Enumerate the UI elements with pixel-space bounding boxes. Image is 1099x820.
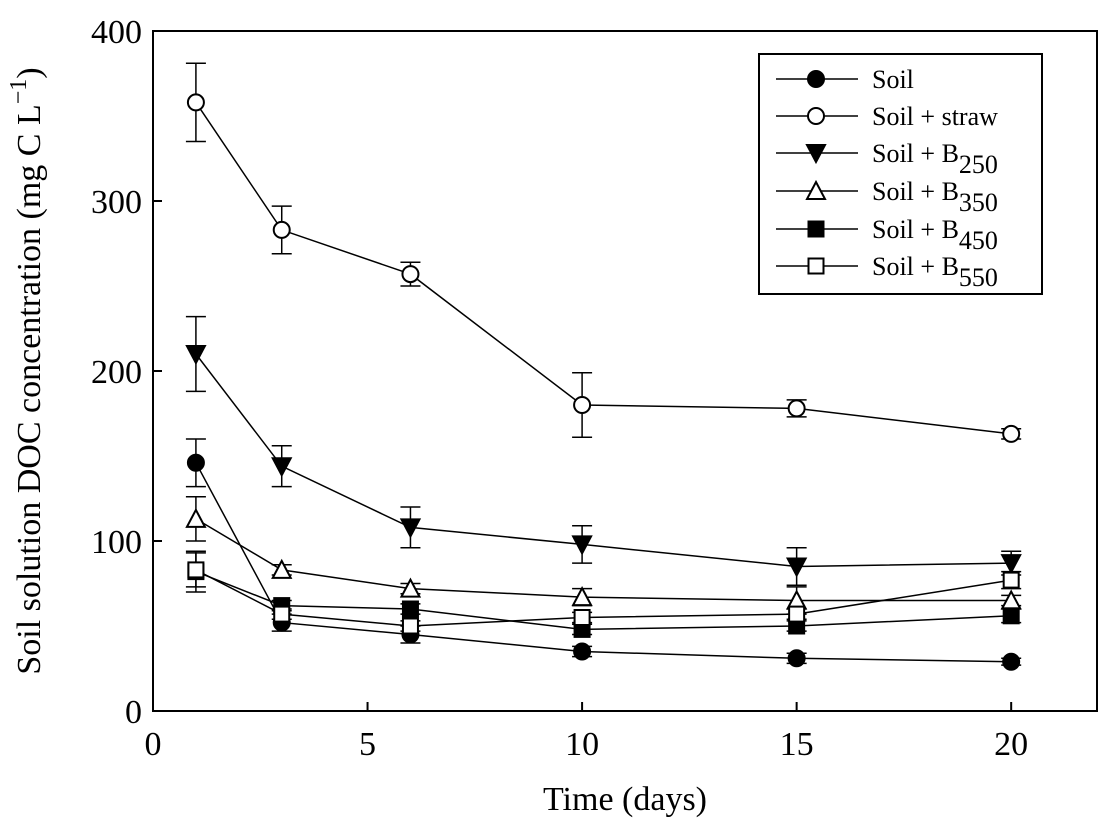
data-point bbox=[573, 642, 592, 661]
y-axis-title: Soil solution DOC concentration (mg C L−… bbox=[6, 67, 48, 674]
legend-marker bbox=[807, 220, 825, 238]
data-point bbox=[187, 561, 205, 579]
data-point bbox=[271, 558, 293, 579]
data-point bbox=[399, 577, 422, 598]
series-line bbox=[195, 570, 1012, 631]
series-2 bbox=[185, 62, 1022, 443]
data-point bbox=[401, 617, 419, 635]
legend-marker bbox=[807, 257, 825, 275]
series-1 bbox=[185, 438, 1022, 671]
series-6 bbox=[185, 552, 1022, 635]
legend-label: Soil + B550 bbox=[872, 252, 998, 292]
legend-label-text: Soil + B bbox=[872, 139, 959, 168]
y-tick-label: 400 bbox=[91, 14, 142, 51]
data-point bbox=[1002, 424, 1021, 443]
legend-label-text: Soil + B bbox=[872, 215, 959, 244]
y-axis-title-close: ) bbox=[11, 67, 48, 78]
y-tick-label: 300 bbox=[91, 184, 142, 221]
x-tick-label: 10 bbox=[565, 726, 599, 763]
data-point bbox=[573, 396, 592, 414]
legend-entry-4: Soil + B350 bbox=[776, 177, 998, 217]
data-point bbox=[272, 220, 291, 239]
legend-box bbox=[758, 53, 1043, 295]
series-layer bbox=[185, 62, 1022, 671]
legend-label-subscript: 450 bbox=[959, 226, 998, 255]
data-point bbox=[401, 600, 419, 618]
legend-label: Soil + B350 bbox=[872, 177, 998, 217]
y-axis-title-main: Soil solution DOC concentration (mg C L bbox=[11, 104, 48, 674]
data-point bbox=[1002, 571, 1020, 589]
data-point bbox=[271, 457, 293, 478]
series-5 bbox=[185, 550, 1022, 638]
data-point bbox=[186, 453, 205, 472]
legend-label: Soil + B250 bbox=[872, 139, 998, 179]
legend-label: Soil + B450 bbox=[872, 215, 998, 255]
x-tick-label: 15 bbox=[780, 726, 814, 763]
data-point bbox=[186, 93, 205, 112]
legend-marker bbox=[807, 107, 825, 125]
legend-label-subscript: 250 bbox=[959, 150, 998, 179]
x-tick-label: 0 bbox=[145, 726, 162, 763]
data-point bbox=[185, 345, 207, 366]
x-tick-label: 5 bbox=[359, 726, 376, 763]
y-tick-label: 100 bbox=[91, 524, 142, 561]
data-point bbox=[1000, 554, 1022, 575]
series-line bbox=[195, 569, 1012, 627]
legend-label: Soil bbox=[872, 65, 914, 94]
data-point bbox=[571, 585, 593, 607]
data-point bbox=[785, 557, 808, 578]
data-point bbox=[571, 535, 593, 556]
y-tick-label: 200 bbox=[91, 354, 142, 391]
legend-entry-3: Soil + B250 bbox=[776, 139, 998, 179]
series-line bbox=[195, 101, 1012, 435]
data-point bbox=[399, 518, 422, 539]
data-point bbox=[1002, 652, 1021, 671]
y-tick-label: 0 bbox=[125, 694, 142, 731]
data-point bbox=[185, 507, 207, 528]
x-tick-label: 20 bbox=[994, 726, 1028, 763]
y-axis-title-exponent: −1 bbox=[6, 79, 32, 105]
legend-marker bbox=[805, 144, 827, 165]
legend-label-text: Soil + B bbox=[872, 252, 959, 281]
legend-entry-1: Soil bbox=[776, 65, 914, 94]
legend-label-subscript: 350 bbox=[959, 188, 998, 217]
legend-entry-5: Soil + B450 bbox=[776, 215, 998, 255]
legend-label-subscript: 550 bbox=[959, 263, 998, 292]
series-3 bbox=[185, 315, 1022, 586]
data-point bbox=[787, 649, 806, 668]
data-point bbox=[787, 399, 806, 418]
legend-label-text: Soil bbox=[872, 65, 914, 94]
legend-entry-6: Soil + B550 bbox=[776, 252, 998, 292]
series-line bbox=[195, 353, 1012, 568]
legend-label: Soil + straw bbox=[872, 102, 998, 131]
series-4 bbox=[185, 496, 1022, 615]
data-point bbox=[788, 605, 806, 623]
data-point bbox=[401, 265, 420, 284]
legend-label-text: Soil + straw bbox=[872, 102, 998, 131]
legend-entry-2: Soil + straw bbox=[776, 102, 998, 131]
data-point bbox=[1002, 607, 1020, 625]
x-axis-title: Time (days) bbox=[543, 781, 707, 818]
legend-label-text: Soil + B bbox=[872, 177, 959, 206]
series-line bbox=[195, 518, 1012, 602]
legend-marker bbox=[805, 179, 827, 200]
data-point bbox=[573, 609, 591, 626]
legend-marker bbox=[807, 70, 825, 88]
data-point bbox=[273, 605, 291, 623]
series-line bbox=[195, 462, 1012, 663]
